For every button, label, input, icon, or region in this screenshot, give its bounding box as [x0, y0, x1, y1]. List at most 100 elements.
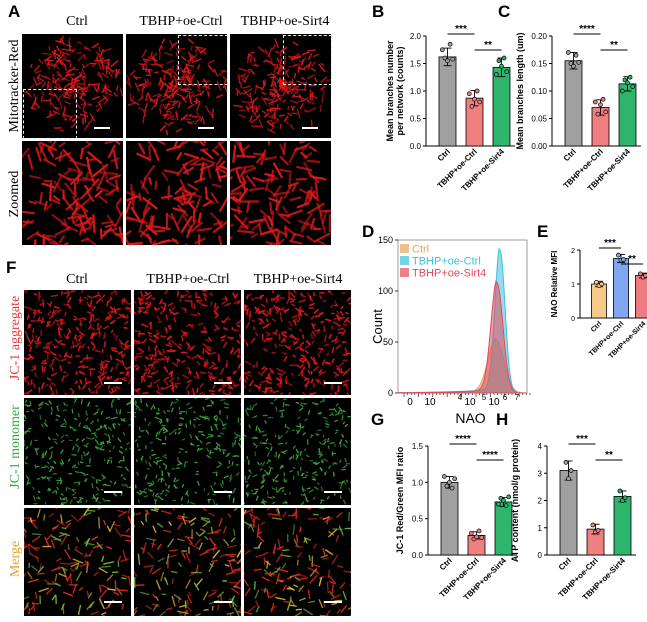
mito-strand — [99, 448, 105, 451]
mito-strand — [185, 491, 189, 497]
mito-strand — [73, 315, 77, 319]
mito-strand — [154, 99, 158, 108]
scale-bar-f-3 — [324, 382, 342, 384]
mito-strand — [157, 349, 162, 355]
mito-strand — [257, 427, 261, 432]
mito-strand — [83, 444, 88, 448]
mito-strand — [51, 51, 61, 57]
mito-strand — [292, 454, 295, 460]
mito-strand — [215, 156, 223, 167]
mito-strand — [302, 432, 306, 436]
mito-strand — [267, 513, 279, 516]
mito-strand — [87, 401, 90, 407]
mito-strand — [271, 107, 281, 110]
mito-strand — [195, 531, 200, 537]
mito-strand — [196, 447, 200, 452]
mito-strand — [230, 350, 233, 355]
mito-strand — [294, 345, 302, 350]
mito-strand — [262, 501, 266, 505]
mito-strand — [265, 297, 268, 304]
mito-strand — [193, 411, 196, 414]
mito-strand — [38, 587, 49, 593]
mito-strand — [194, 435, 199, 441]
mito-strand — [60, 603, 65, 611]
mito-strand — [157, 320, 163, 324]
mito-strand — [34, 447, 38, 451]
mito-strand — [95, 493, 100, 496]
mito-strand — [185, 341, 191, 349]
mito-strand — [100, 376, 106, 381]
mito-strand — [100, 611, 107, 616]
mito-strand — [276, 94, 284, 98]
mito-strand — [109, 319, 116, 325]
micrograph-f-monomer-ctrl — [24, 398, 131, 505]
mito-strand — [308, 145, 317, 152]
mito-strand — [83, 47, 90, 50]
mito-strand — [36, 477, 41, 480]
mito-strand — [268, 102, 275, 107]
mito-strand — [235, 154, 256, 158]
mito-strand — [170, 401, 173, 407]
data-point-G — [441, 474, 447, 479]
mito-strand — [260, 317, 265, 325]
mito-strand — [160, 387, 167, 390]
mito-strand — [197, 212, 202, 224]
mito-strand — [200, 116, 204, 123]
mito-strand — [86, 425, 89, 430]
mito-strand — [230, 235, 233, 241]
mito-strand — [321, 93, 324, 104]
mito-strand — [105, 360, 111, 363]
mito-strand — [302, 391, 306, 395]
mito-strand — [179, 609, 188, 615]
mito-strand — [134, 606, 138, 612]
mito-strand — [62, 409, 68, 412]
mito-strand — [98, 516, 101, 529]
mito-strand — [255, 600, 260, 608]
mito-strand — [181, 374, 189, 379]
mito-strand — [307, 410, 311, 415]
mito-strand — [99, 49, 104, 58]
mito-strand — [210, 425, 213, 432]
mito-strand — [33, 77, 38, 86]
mito-strand — [101, 555, 105, 563]
micrograph-texture — [24, 398, 131, 505]
mito-strand — [309, 101, 315, 105]
mito-strand — [65, 68, 71, 74]
mito-strand — [173, 401, 178, 404]
mito-strand — [113, 492, 118, 497]
mito-strand — [76, 171, 81, 185]
mito-strand — [167, 417, 169, 422]
mito-strand — [279, 316, 283, 323]
mito-strand — [305, 340, 311, 345]
mito-strand — [44, 61, 51, 70]
mito-strand — [151, 297, 156, 300]
mito-strand — [285, 89, 289, 95]
data-point-G — [476, 528, 482, 534]
mito-strand — [272, 76, 280, 81]
mito-strand — [195, 578, 203, 587]
mito-strand — [144, 418, 147, 422]
mito-strand — [84, 171, 90, 182]
mito-strand — [292, 524, 295, 536]
mito-strand — [275, 406, 278, 412]
mito-strand — [281, 84, 290, 89]
mito-strand — [83, 317, 87, 321]
mito-strand — [201, 433, 206, 436]
y-axis-title-line: Mean branches length (um) — [515, 32, 525, 149]
mito-strand — [334, 374, 338, 378]
mito-strand — [241, 92, 246, 95]
mito-strand — [244, 578, 249, 587]
mito-strand — [57, 87, 62, 90]
micrograph-a-zoomed-ctrl — [22, 141, 123, 245]
mito-strand — [312, 53, 319, 58]
y-axis-title-line: JC-1 Red/Green MFI ratio — [395, 446, 405, 554]
mito-strand — [175, 47, 186, 50]
bar-B — [492, 66, 511, 147]
mito-strand — [25, 446, 29, 450]
mito-strand — [179, 604, 187, 608]
mito-strand — [246, 408, 252, 411]
mito-strand — [90, 611, 99, 616]
mito-strand — [300, 404, 304, 408]
mito-strand — [147, 369, 151, 375]
mito-strand — [244, 587, 251, 597]
